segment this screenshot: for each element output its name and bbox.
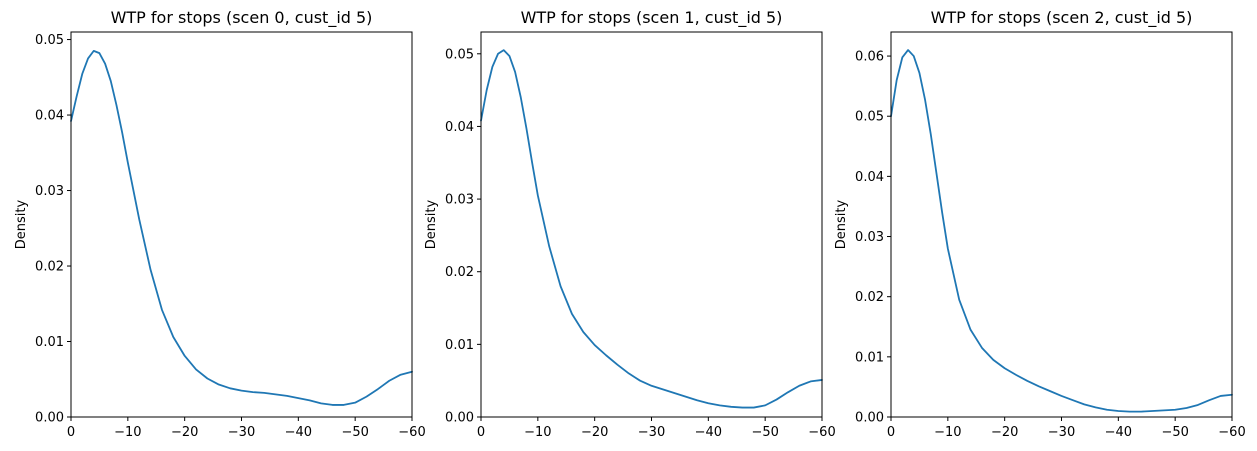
density-curve — [70, 49, 413, 406]
x-tick-label: −30 — [1048, 425, 1075, 440]
y-axis-label: Density — [424, 199, 439, 249]
y-tick-label: 0.04 — [855, 170, 884, 185]
x-tick-label: −10 — [114, 425, 141, 440]
x-tick-label: −60 — [398, 425, 425, 440]
x-tick-label: −30 — [638, 425, 665, 440]
y-tick-label: 0.06 — [855, 50, 884, 65]
y-tick-label: 0.05 — [35, 33, 64, 48]
y-axis-label: Density — [834, 199, 849, 249]
x-tick-label: −40 — [1105, 425, 1132, 440]
x-tick-label: −60 — [808, 425, 835, 440]
chart-panel-2: WTP for stops (scen 2, cust_id 5) Density… — [834, 8, 1246, 440]
x-tick-label: −40 — [695, 425, 722, 440]
y-tick-label: 0.03 — [855, 230, 884, 245]
y-tick-label: 0.01 — [855, 350, 884, 365]
y-tick-label: 0.02 — [445, 265, 474, 280]
plot-frame — [480, 31, 823, 418]
x-tick-label: −20 — [991, 425, 1018, 440]
x-tick-label: −50 — [1161, 425, 1188, 440]
x-tick-label: −50 — [341, 425, 368, 440]
chart-title: WTP for stops (scen 2, cust_id 5) — [931, 8, 1193, 28]
x-tick-label: 0 — [477, 425, 485, 440]
x-tick-label: −20 — [171, 425, 198, 440]
x-tick-label: −60 — [1218, 425, 1245, 440]
y-tick-label: 0.03 — [445, 193, 474, 208]
density-curve — [480, 49, 823, 409]
y-tick-label: 0.02 — [855, 290, 884, 305]
y-tick-label: 0.00 — [445, 411, 474, 426]
y-tick-label: 0.04 — [35, 109, 64, 124]
y-tick-label: 0.00 — [35, 411, 64, 426]
x-tick-label: −30 — [228, 425, 255, 440]
chart-title: WTP for stops (scen 1, cust_id 5) — [521, 8, 783, 28]
y-tick-label: 0.03 — [35, 184, 64, 199]
x-tick-label: 0 — [887, 425, 895, 440]
x-tick-label: −40 — [285, 425, 312, 440]
plot-frame — [70, 31, 413, 418]
chart-panel-0: WTP for stops (scen 0, cust_id 5) Density… — [14, 8, 426, 440]
x-tick-label: −50 — [751, 425, 778, 440]
x-tick-label: 0 — [67, 425, 75, 440]
plot-frame — [890, 31, 1233, 418]
y-tick-label: 0.05 — [855, 110, 884, 125]
x-tick-label: −10 — [934, 425, 961, 440]
y-tick-label: 0.02 — [35, 260, 64, 275]
density-curve — [890, 49, 1233, 413]
chart-panel-1: WTP for stops (scen 1, cust_id 5) Density… — [424, 8, 836, 440]
chart-title: WTP for stops (scen 0, cust_id 5) — [111, 8, 373, 28]
y-tick-label: 0.01 — [35, 335, 64, 350]
y-tick-label: 0.01 — [445, 338, 474, 353]
x-tick-label: −20 — [581, 425, 608, 440]
x-tick-label: −10 — [524, 425, 551, 440]
y-tick-label: 0.05 — [445, 47, 474, 62]
y-tick-label: 0.04 — [445, 120, 474, 135]
y-axis-label: Density — [14, 199, 29, 249]
y-tick-label: 0.00 — [855, 411, 884, 426]
